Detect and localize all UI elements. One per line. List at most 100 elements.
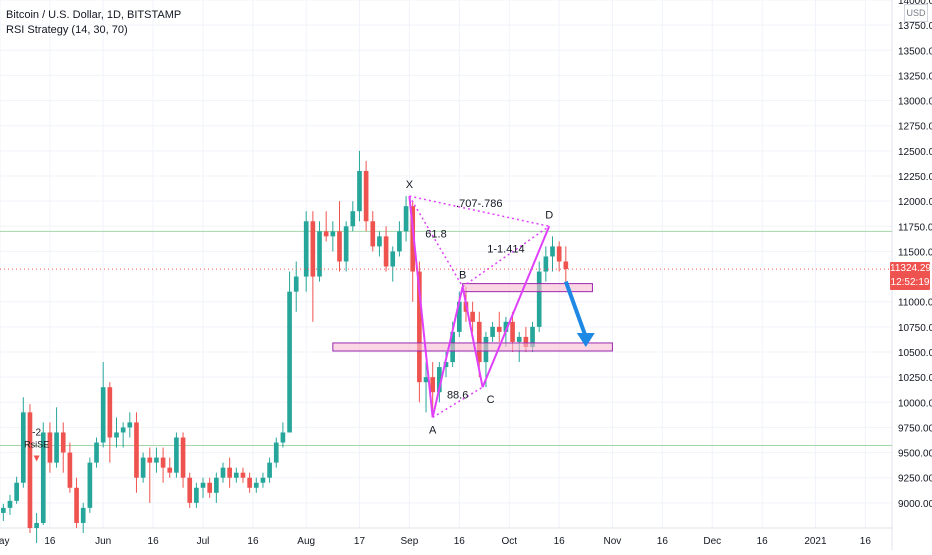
candle-body xyxy=(200,482,206,488)
x-tick-label: 16 xyxy=(247,536,259,547)
candle-body xyxy=(310,221,316,277)
candle-body xyxy=(337,231,342,262)
candle-body xyxy=(503,321,509,332)
candle-body xyxy=(100,387,106,443)
candle-body xyxy=(536,271,542,327)
candle-body xyxy=(253,482,259,488)
candle-body xyxy=(556,246,562,262)
candle-body xyxy=(20,412,26,483)
candle-body xyxy=(490,326,495,337)
signal-arrow-icon xyxy=(33,455,40,462)
candle-body xyxy=(437,367,442,393)
y-tick-label: 9500.00 xyxy=(898,449,932,460)
y-tick-label: 13000.00 xyxy=(898,97,932,108)
candle-body xyxy=(140,457,146,478)
candle-body xyxy=(147,457,153,463)
indicator-title: RSI Strategy (14, 30, 70) xyxy=(6,24,128,36)
y-tick-label: 13500.00 xyxy=(898,46,932,57)
candle-body xyxy=(563,261,569,270)
candle-body xyxy=(383,236,389,267)
ratio-label: 1-1.414 xyxy=(487,243,524,255)
y-tick-label: 10500.00 xyxy=(898,348,932,359)
candle-body xyxy=(523,336,529,347)
candle-body xyxy=(7,500,13,508)
x-tick-label: Dec xyxy=(703,536,721,547)
candle-body xyxy=(194,487,199,503)
candle-body xyxy=(510,321,515,342)
candle-body xyxy=(287,291,292,433)
x-tick-label: Oct xyxy=(501,536,517,547)
y-tick-label: 11750.00 xyxy=(898,222,932,233)
last-price-label: 11324.29 xyxy=(890,263,931,275)
candle-body xyxy=(214,477,219,493)
candle-body xyxy=(430,377,436,393)
candle-body xyxy=(180,437,186,478)
candle-body xyxy=(456,301,462,332)
candle-body xyxy=(390,251,396,267)
candle-body xyxy=(154,457,159,463)
pattern-leg xyxy=(431,286,464,418)
countdown-label: 12:52:19 xyxy=(890,277,930,289)
candle-body xyxy=(303,221,309,277)
x-tick-label: 16 xyxy=(454,536,466,547)
pattern-point-label: D xyxy=(545,209,553,221)
y-tick-label: 10750.00 xyxy=(898,323,932,334)
pattern-point-label: C xyxy=(487,394,495,406)
candle-body xyxy=(280,432,286,443)
candle-body xyxy=(397,231,402,252)
y-tick-label: 13250.00 xyxy=(898,71,932,82)
candle-body xyxy=(323,231,329,237)
candle-body xyxy=(330,231,336,237)
y-tick-label: 14000.00 xyxy=(898,0,932,7)
y-tick-label: 12250.00 xyxy=(898,172,932,183)
candle-body xyxy=(317,231,322,277)
candle-body xyxy=(410,206,416,272)
ratio-label: 61.8 xyxy=(425,228,446,240)
candle-body xyxy=(87,462,93,508)
ratio-label: 88.6 xyxy=(447,389,468,401)
candle-body xyxy=(247,477,252,488)
x-tick-label: 16 xyxy=(44,536,56,547)
y-tick-label: 13750.00 xyxy=(898,21,932,32)
y-tick-label: 12750.00 xyxy=(898,122,932,133)
x-tick-label: 16 xyxy=(148,536,160,547)
currency-button[interactable]: USD xyxy=(904,4,928,22)
symbol-title: Bitcoin / U.S. Dollar, 1D, BITSTAMP xyxy=(6,9,182,21)
candle-body xyxy=(417,271,422,383)
candle-body xyxy=(233,472,239,478)
x-tick-label: 2021 xyxy=(804,536,827,547)
candle-body xyxy=(516,336,522,342)
candle-body xyxy=(363,170,369,222)
candle-body xyxy=(120,427,126,433)
candle-body xyxy=(107,387,113,438)
candle-body xyxy=(403,206,409,232)
candle-body xyxy=(220,467,226,478)
y-tick-label: 11500.00 xyxy=(898,247,932,258)
signal-name-label: RsiSE xyxy=(24,440,49,450)
ratio-line xyxy=(409,195,550,228)
candle-body xyxy=(293,276,299,292)
x-tick-label: Aug xyxy=(297,536,315,547)
candle-body xyxy=(14,482,19,501)
candle-body xyxy=(54,432,59,463)
candle-body xyxy=(27,412,33,528)
y-tick-label: 11000.00 xyxy=(898,298,932,309)
pattern-leg xyxy=(461,286,484,388)
candle-body xyxy=(550,246,555,257)
pattern-point-label: X xyxy=(406,179,414,191)
x-tick-label: Nov xyxy=(604,536,622,547)
candle-body xyxy=(543,256,549,272)
candle-body xyxy=(134,422,139,478)
candle-body xyxy=(127,422,133,428)
y-tick-label: 10250.00 xyxy=(898,373,932,384)
ratio-label: .707-.786 xyxy=(456,198,502,210)
x-tick-label: 16 xyxy=(860,536,872,547)
candle-body xyxy=(496,326,502,332)
y-tick-label: 12000.00 xyxy=(898,197,932,208)
candle-body xyxy=(47,432,53,463)
support-zone xyxy=(462,283,593,293)
y-tick-label: 9750.00 xyxy=(898,423,932,434)
candle-body xyxy=(114,432,119,438)
